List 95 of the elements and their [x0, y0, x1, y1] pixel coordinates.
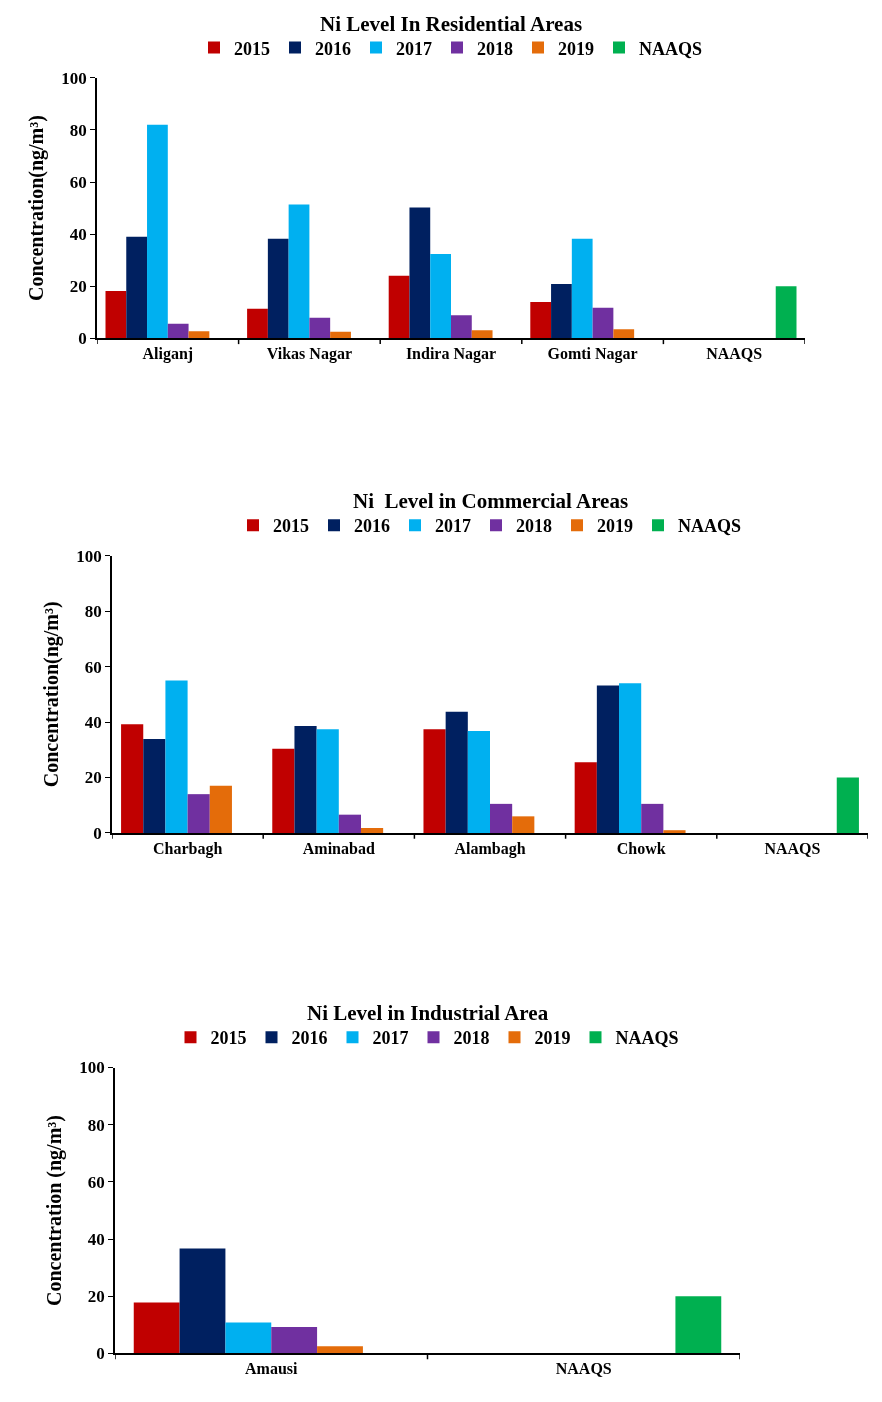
chart-title: Ni Level in Commercial Areas: [353, 489, 629, 513]
y-tick-label: 0: [96, 1344, 105, 1364]
y-tick-label: 100: [79, 1058, 105, 1078]
x-tick-label: Vikas Nagar: [266, 345, 352, 364]
legend-label: 2015: [273, 516, 309, 537]
bar: [126, 236, 148, 339]
bar: [613, 329, 635, 339]
x-tick-label: Aminabad: [302, 839, 375, 857]
bar: [165, 680, 188, 833]
bar: [294, 725, 317, 833]
bar: [143, 738, 166, 833]
legend-label: 2018: [477, 38, 513, 59]
y-tick-label: 60: [84, 657, 102, 677]
bar: [574, 762, 597, 833]
bar: [451, 315, 472, 339]
y-tick-label: 100: [76, 546, 102, 566]
y-axis-title: Concentration(ng/m³): [25, 115, 49, 302]
bar: [775, 286, 797, 339]
bar: [209, 785, 232, 833]
legend-label: NAAQS: [639, 38, 703, 59]
legend-label: 2019: [597, 516, 633, 537]
legend-label: 2015: [210, 1028, 247, 1049]
bar: [316, 729, 339, 833]
bar: [105, 290, 127, 339]
x-tick-label: Chowk: [616, 839, 666, 857]
y-tick-label: 80: [69, 120, 87, 140]
legend-label: 2017: [396, 38, 432, 59]
chart-title: Ni Level In Residential Areas: [320, 12, 583, 36]
bar: [663, 830, 686, 833]
bar: [423, 729, 446, 833]
x-tick-label: NAAQS: [764, 839, 821, 857]
y-tick-label: 80: [87, 1115, 105, 1135]
y-tick-label: 80: [84, 602, 102, 622]
y-tick-label: 20: [69, 277, 87, 297]
x-tick-label: Amausi: [245, 1360, 299, 1378]
bar: [619, 683, 642, 833]
bar: [530, 301, 552, 339]
y-tick-label: 40: [69, 225, 87, 245]
legend-label: 2016: [291, 1028, 328, 1049]
chart-title: Ni Level in Industrial Area: [307, 1001, 549, 1025]
bar: [288, 204, 310, 339]
y-axis-title: Concentration (ng/m³): [43, 1115, 67, 1306]
bar: [445, 711, 468, 833]
y-axis-title: Concentration(ng/m³): [40, 601, 64, 788]
x-tick-label: NAAQS: [706, 345, 763, 363]
y-tick-label: 40: [87, 1230, 105, 1250]
legend-label: 2016: [315, 38, 351, 59]
legend-label: 2018: [516, 516, 552, 537]
legend-label: NAAQS: [678, 516, 742, 537]
x-tick-label: Charbagh: [152, 839, 223, 858]
bar: [409, 207, 431, 339]
x-tick-label: Indira Nagar: [405, 345, 497, 364]
legend-label: 2016: [354, 516, 390, 537]
bar: [836, 777, 859, 833]
bar: [247, 308, 268, 339]
legend-label: 2015: [234, 38, 270, 59]
legend-label: 2018: [453, 1028, 490, 1049]
bar: [147, 124, 168, 339]
bar: [430, 253, 451, 339]
bar: [512, 816, 535, 833]
bar: [467, 730, 490, 833]
bar: [592, 307, 614, 339]
bar: [309, 317, 331, 339]
bar: [551, 283, 572, 339]
bar: [471, 330, 493, 339]
bar: [121, 724, 144, 833]
bar: [338, 814, 361, 833]
bar: [360, 827, 384, 833]
bar: [571, 238, 593, 339]
x-tick-label: Gomti Nagar: [547, 345, 638, 364]
bar: [167, 323, 189, 339]
y-tick-label: 60: [69, 172, 87, 192]
bar: [596, 685, 620, 833]
bar: [187, 794, 210, 833]
x-tick-label: Aliganj: [142, 345, 194, 364]
y-tick-label: 40: [84, 713, 102, 732]
x-tick-label: Alambagh: [454, 839, 526, 858]
y-tick-label: 100: [61, 68, 87, 88]
legend-label: 2017: [372, 1028, 409, 1049]
bar: [188, 331, 210, 339]
y-tick-label: 0: [78, 329, 87, 349]
bar: [330, 331, 351, 339]
legend-label: NAAQS: [615, 1028, 679, 1049]
y-tick-label: 20: [87, 1287, 105, 1307]
y-tick-label: 0: [93, 823, 102, 843]
bar: [641, 803, 664, 833]
y-tick-label: 20: [84, 768, 102, 788]
legend-label: 2017: [435, 516, 471, 537]
y-tick-label: 60: [87, 1172, 105, 1192]
bar: [267, 238, 289, 339]
legend-label: 2019: [558, 38, 594, 59]
bar: [490, 803, 513, 833]
bar: [388, 275, 410, 339]
bar: [272, 748, 295, 833]
legend-label: 2019: [534, 1028, 571, 1049]
